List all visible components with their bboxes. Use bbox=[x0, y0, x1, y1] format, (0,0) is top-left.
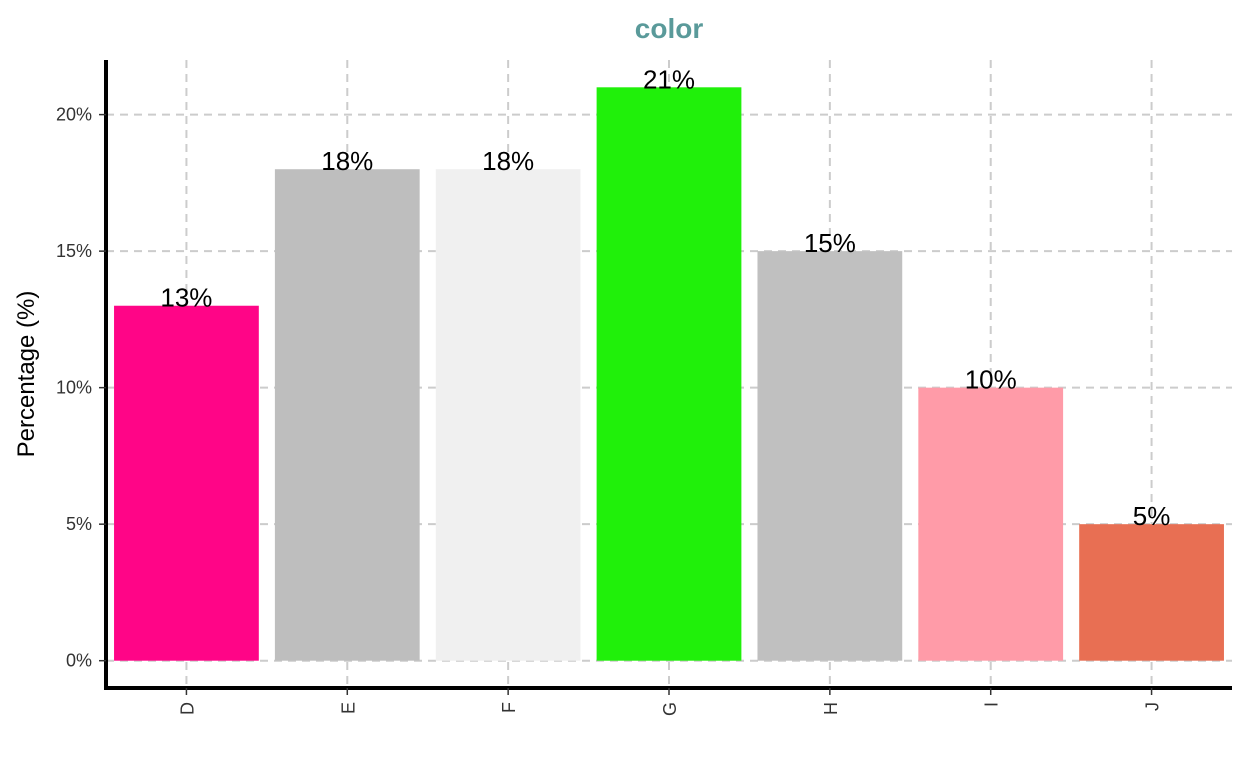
bars-layer bbox=[114, 87, 1224, 661]
bar-e bbox=[274, 169, 420, 661]
y-tick-label: 20% bbox=[56, 105, 92, 125]
x-tick-label: F bbox=[499, 702, 519, 713]
x-tick-label: H bbox=[821, 702, 841, 715]
y-axis-title: Percentage (%) bbox=[13, 291, 40, 458]
x-tick-label: J bbox=[1143, 702, 1163, 711]
data-label: 13% bbox=[160, 283, 212, 313]
x-tick-label: D bbox=[177, 702, 197, 715]
data-label: 10% bbox=[965, 365, 1017, 395]
y-tick-label: 10% bbox=[56, 378, 92, 398]
data-label: 18% bbox=[482, 146, 534, 176]
bar-h bbox=[757, 251, 903, 661]
chart-title: color bbox=[635, 13, 704, 44]
bar-f bbox=[435, 169, 581, 661]
data-label: 15% bbox=[804, 228, 856, 258]
y-tick-label: 0% bbox=[66, 651, 92, 671]
x-tick-label: G bbox=[660, 702, 680, 716]
data-label: 18% bbox=[321, 146, 373, 176]
y-tick-label: 5% bbox=[66, 514, 92, 534]
ticks-layer: 0% 5% 10% 15% 20% D E F G H I J bbox=[56, 105, 1163, 716]
data-labels-layer: 13% 18% 18% 21% 15% 10% 5% bbox=[160, 64, 1170, 531]
data-label: 5% bbox=[1133, 501, 1171, 531]
data-label: 21% bbox=[643, 64, 695, 94]
axes-layer bbox=[104, 60, 1232, 690]
bar-i bbox=[918, 387, 1064, 661]
x-tick-label: I bbox=[982, 702, 1002, 707]
y-tick-label: 15% bbox=[56, 241, 92, 261]
bar-g bbox=[596, 87, 742, 661]
bar-d bbox=[114, 305, 259, 661]
bar-j bbox=[1079, 524, 1224, 661]
x-tick-label: E bbox=[338, 702, 358, 714]
